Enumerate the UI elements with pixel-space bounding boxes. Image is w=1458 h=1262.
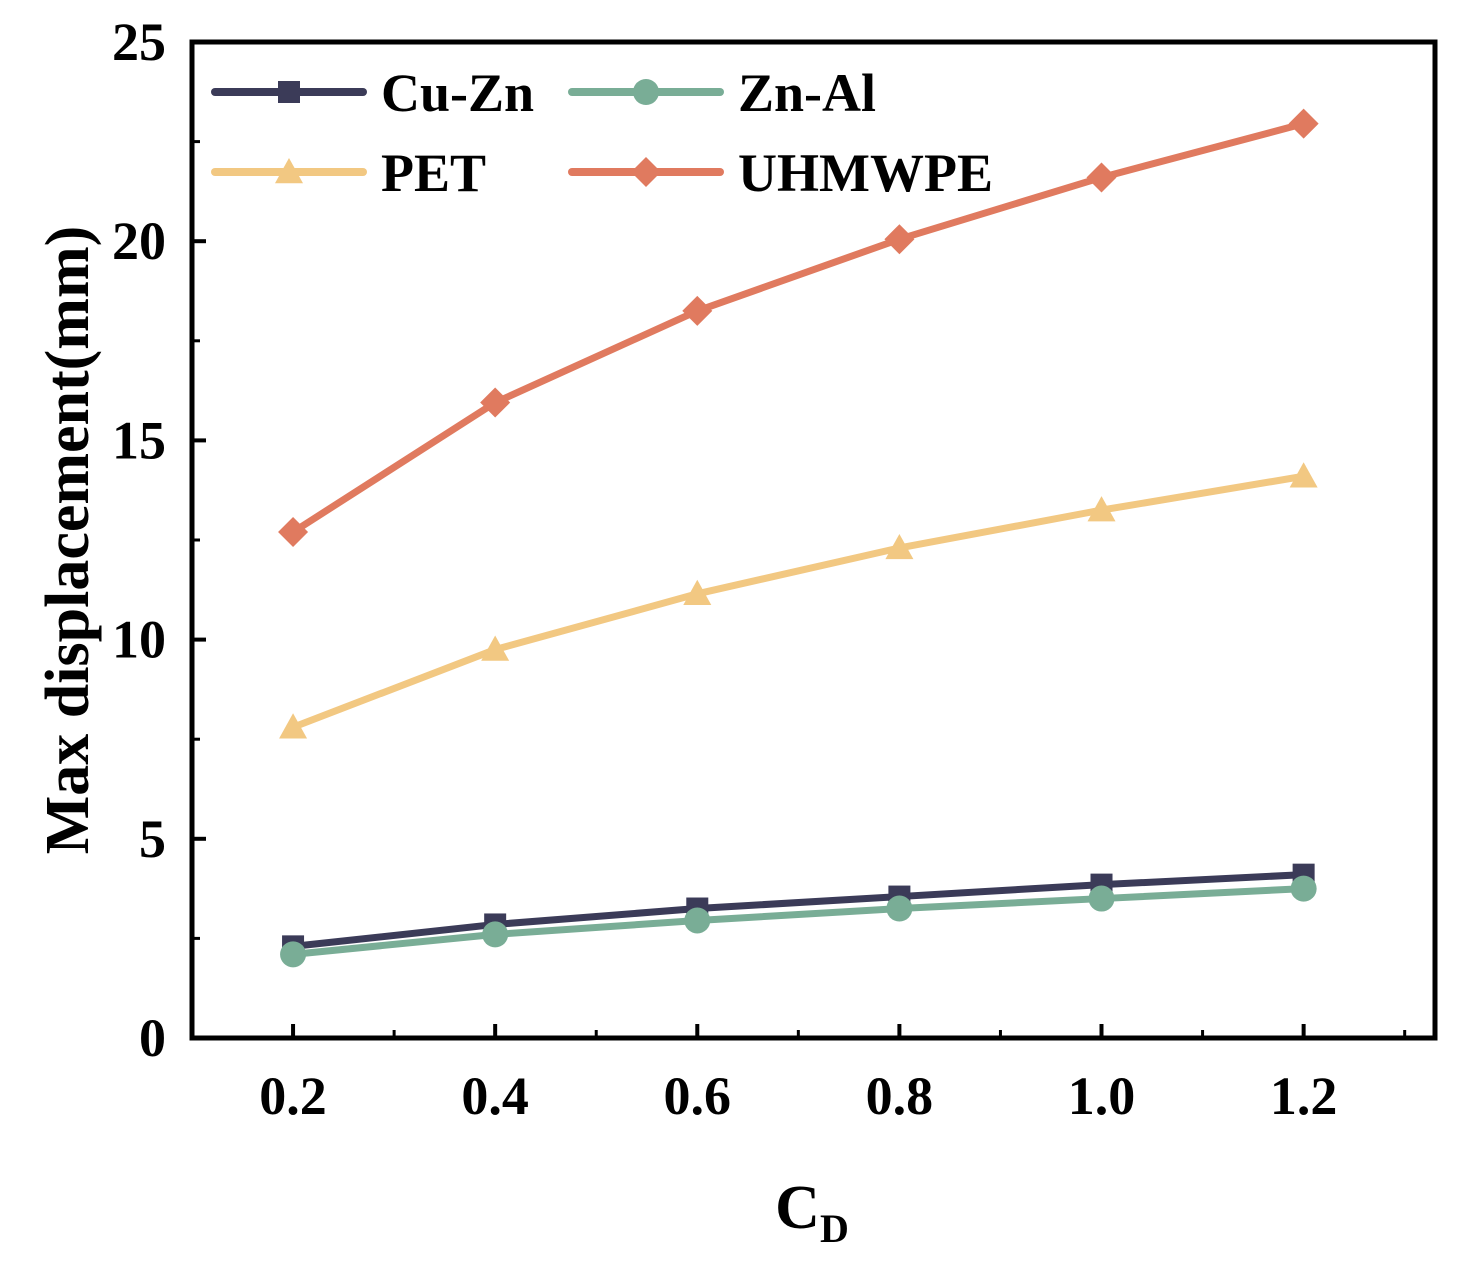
x-tick-label: 1.2 (1270, 1066, 1338, 1126)
data-point-zn-al (886, 895, 913, 922)
y-tick-label: 0 (139, 1008, 166, 1068)
series-line-uhmwpe (291, 120, 1305, 535)
data-point-uhmwpe (884, 224, 915, 255)
x-tick-label: 0.2 (259, 1066, 327, 1126)
data-point-pet (683, 579, 712, 605)
data-point-uhmwpe (278, 517, 309, 548)
series-line-zn-al (292, 885, 1304, 958)
data-point-pet (279, 713, 308, 739)
y-tick-labels: 0 5 10 15 20 25 (112, 12, 166, 1068)
data-point-pet (1087, 496, 1116, 522)
legend-label: UHMWPE (738, 143, 993, 203)
series-layer (278, 108, 1319, 968)
y-tick-label: 5 (139, 809, 166, 869)
y-tick-label: 10 (112, 610, 166, 670)
x-tick-labels: 0.2 0.4 0.6 0.8 1.0 1.2 (259, 1066, 1337, 1126)
legend: Cu-Zn Zn-Al PET UHMWPE (211, 63, 993, 203)
data-point-zn-al (684, 907, 711, 934)
legend-swatch-marker (278, 81, 300, 103)
legend-item-zn-al: Zn-Al (568, 63, 876, 123)
x-axis-label: CD (775, 1174, 849, 1251)
data-point-zn-al (1088, 885, 1115, 912)
series-pet (279, 462, 1318, 739)
series-line-cu-zn (292, 871, 1304, 950)
series-line-pet (291, 472, 1305, 731)
legend-label: Zn-Al (738, 63, 876, 123)
data-point-zn-al (482, 921, 509, 948)
data-point-uhmwpe (1288, 108, 1319, 139)
data-point-pet (481, 635, 510, 661)
legend-item-uhmwpe: UHMWPE (568, 143, 993, 203)
y-tick-label: 15 (112, 410, 166, 470)
legend-swatch-marker (275, 158, 303, 184)
data-point-uhmwpe (1086, 162, 1117, 193)
data-point-uhmwpe (682, 295, 713, 326)
y-axis-label: Max displacement(mm) (34, 226, 102, 854)
legend-swatch-marker (631, 157, 661, 187)
data-point-pet (885, 533, 914, 560)
x-tick-label: 0.8 (866, 1066, 934, 1126)
series-zn-al (280, 875, 1317, 968)
legend-item-cu-zn: Cu-Zn (211, 63, 534, 123)
y-tick-label: 20 (112, 211, 166, 271)
legend-swatch-marker (633, 79, 659, 105)
series-uhmwpe (278, 108, 1319, 548)
y-tick-label: 25 (112, 12, 166, 72)
legend-item-pet: PET (211, 143, 486, 203)
data-point-zn-al (280, 941, 307, 968)
legend-label: Cu-Zn (381, 63, 534, 123)
x-tick-label: 0.6 (664, 1066, 732, 1126)
data-point-zn-al (1290, 875, 1317, 902)
data-point-uhmwpe (480, 387, 511, 418)
x-tick-label: 1.0 (1068, 1066, 1136, 1126)
x-axis-label-sub: D (820, 1206, 849, 1251)
x-tick-label: 0.4 (461, 1066, 529, 1126)
plot-frame (189, 39, 1438, 1041)
x-axis-label-main: C (775, 1174, 820, 1242)
legend-label: PET (381, 143, 486, 203)
data-point-pet (1289, 462, 1318, 488)
